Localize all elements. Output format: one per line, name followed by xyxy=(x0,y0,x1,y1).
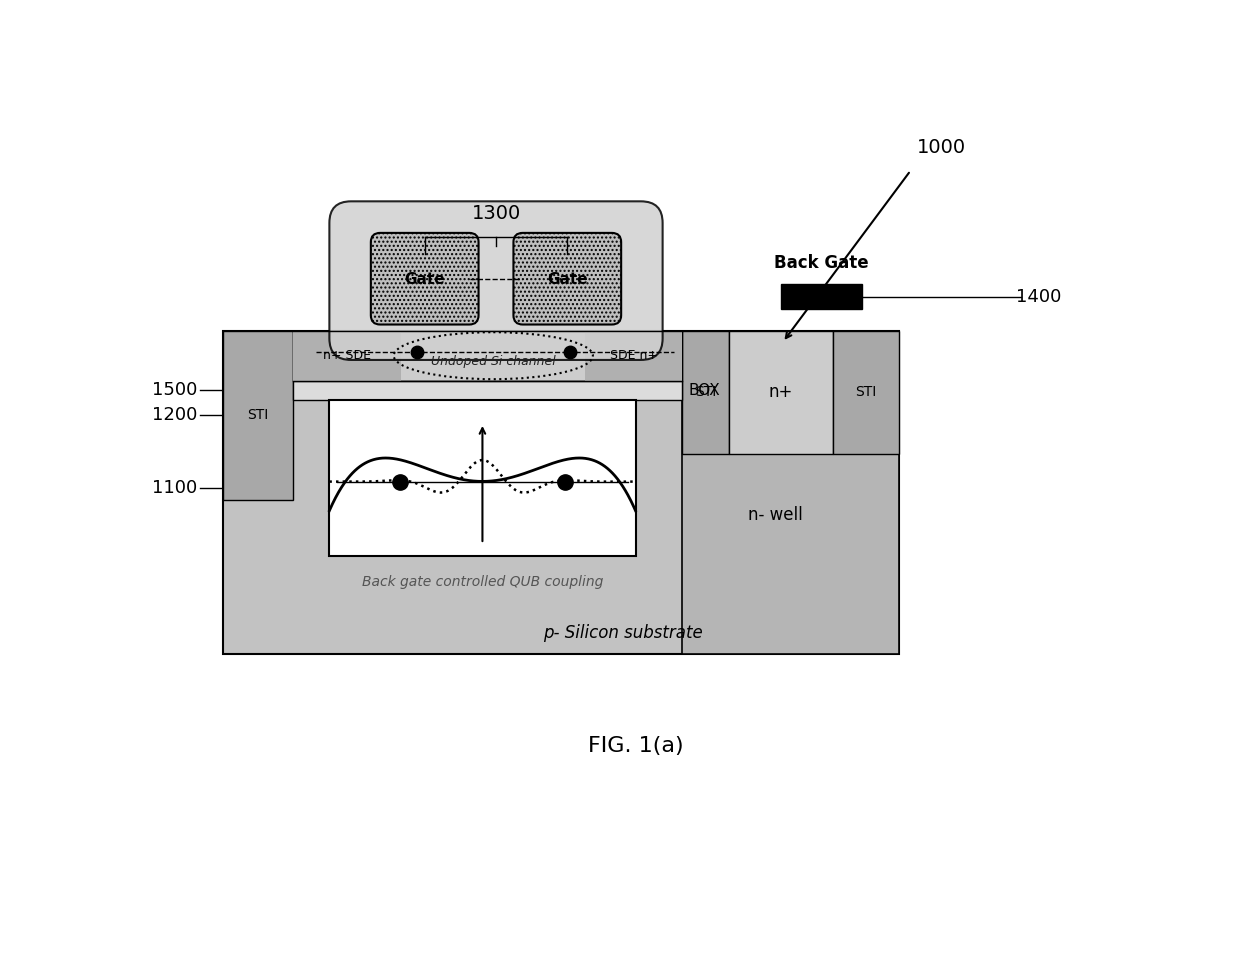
Polygon shape xyxy=(293,381,682,400)
Text: 1400: 1400 xyxy=(1016,288,1061,306)
Text: BOX: BOX xyxy=(688,383,720,398)
Polygon shape xyxy=(293,331,682,381)
Polygon shape xyxy=(682,331,899,654)
Text: FIG. 1(a): FIG. 1(a) xyxy=(588,737,683,757)
Text: 1500: 1500 xyxy=(153,382,197,399)
Text: STI: STI xyxy=(248,409,269,422)
Text: Gate: Gate xyxy=(547,271,588,287)
Polygon shape xyxy=(293,331,402,381)
Polygon shape xyxy=(781,285,862,309)
Text: n+ SDE: n+ SDE xyxy=(324,349,371,363)
Polygon shape xyxy=(682,331,729,454)
Text: 1200: 1200 xyxy=(153,407,197,425)
Polygon shape xyxy=(729,331,833,454)
Polygon shape xyxy=(223,331,899,654)
FancyBboxPatch shape xyxy=(371,233,479,324)
Text: 1100: 1100 xyxy=(153,479,197,497)
Text: p- Silicon substrate: p- Silicon substrate xyxy=(543,623,703,642)
Text: Gate: Gate xyxy=(404,271,445,287)
Text: 1000: 1000 xyxy=(918,138,966,157)
FancyBboxPatch shape xyxy=(330,201,662,360)
Text: Undoped Si channel: Undoped Si channel xyxy=(432,356,556,368)
FancyBboxPatch shape xyxy=(513,233,621,324)
Polygon shape xyxy=(330,400,635,555)
Text: Back gate controlled QUB coupling: Back gate controlled QUB coupling xyxy=(362,575,603,590)
Text: 1300: 1300 xyxy=(471,204,521,223)
Polygon shape xyxy=(223,331,293,500)
Polygon shape xyxy=(585,331,682,381)
Text: STI: STI xyxy=(694,386,715,399)
Text: n+: n+ xyxy=(769,384,794,401)
Polygon shape xyxy=(833,331,899,454)
Text: SDE n+: SDE n+ xyxy=(610,349,657,363)
Text: n- well: n- well xyxy=(748,506,802,525)
Text: STI: STI xyxy=(856,386,877,399)
Text: Back Gate: Back Gate xyxy=(774,254,869,272)
